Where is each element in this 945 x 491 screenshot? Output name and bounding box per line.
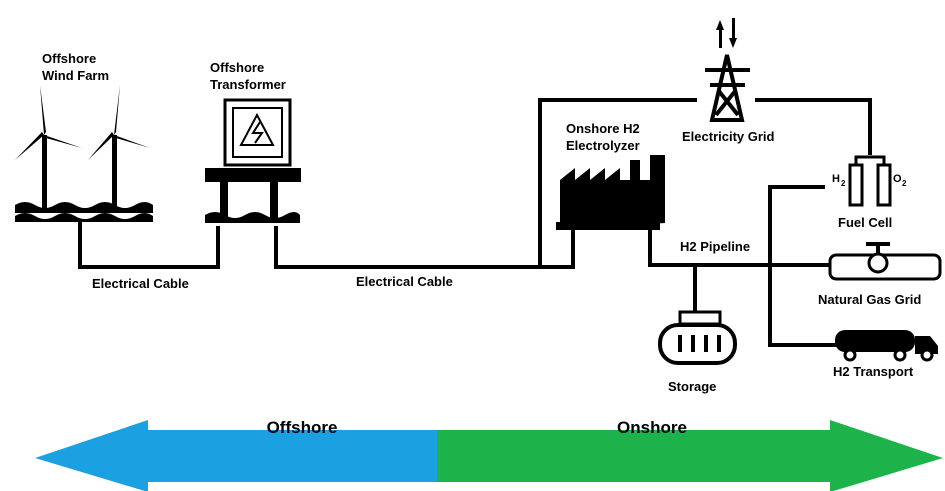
symbol-sub: 2 <box>841 179 846 188</box>
connection-label: H2 Pipeline <box>680 239 750 254</box>
transformer-icon <box>205 100 301 223</box>
wind-farm-icon <box>15 85 153 222</box>
node-label: Offshore <box>42 51 96 66</box>
node-label: Onshore H2 <box>566 121 640 136</box>
gas-grid-icon <box>830 244 940 279</box>
truck-icon <box>835 330 938 360</box>
node-label: Offshore <box>210 60 264 75</box>
node-label: Transformer <box>210 77 286 92</box>
storage-icon <box>660 312 735 363</box>
node-label: Natural Gas Grid <box>818 292 921 307</box>
connection-label: Electrical Cable <box>92 276 189 291</box>
node-label: Electrolyzer <box>566 138 640 153</box>
node-label: Electricity Grid <box>682 129 775 144</box>
node-label: Storage <box>668 379 716 394</box>
page: Offshore Wind Farm Offshore Transformer … <box>0 0 945 491</box>
node-label: Wind Farm <box>42 68 109 83</box>
region-label: Onshore <box>617 418 687 437</box>
offshore-arrow <box>35 420 437 491</box>
diagram: Offshore Wind Farm Offshore Transformer … <box>0 0 945 491</box>
symbol-sub: 2 <box>902 179 907 188</box>
grid-icon <box>705 18 750 120</box>
symbol: H <box>832 173 840 185</box>
region-label: Offshore <box>267 418 338 437</box>
fuel-cell-icon <box>850 157 890 205</box>
node-label: Fuel Cell <box>838 215 892 230</box>
connection-label: Electrical Cable <box>356 274 453 289</box>
node-label: H2 Transport <box>833 364 914 379</box>
onshore-arrow <box>437 420 943 491</box>
electrolyzer-icon <box>556 155 665 230</box>
symbol: O <box>893 173 902 185</box>
